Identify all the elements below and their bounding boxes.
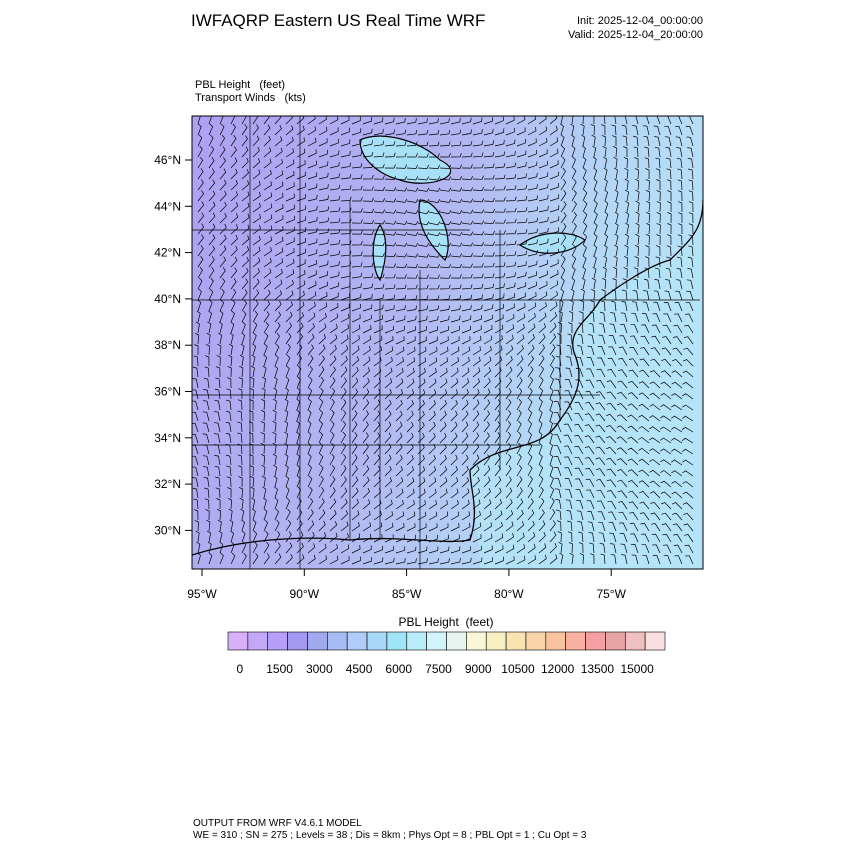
colorbar-label: 9000 [465,662,492,676]
colorbar-label: 13500 [581,662,615,676]
colorbar-box [605,631,626,651]
colorbar-box [227,631,249,651]
init-time: Init: 2025-12-04_00:00:00 [577,15,703,27]
colorbar-box [426,631,447,651]
colorbar-box [485,631,507,651]
lon-label: 90°W [290,587,320,601]
colorbar-label: 4500 [346,662,373,676]
colorbar-box [267,631,288,651]
colorbar-box [585,631,606,651]
lat-label: 36°N [154,385,181,399]
colorbar-label: 15000 [620,662,654,676]
colorbar-label: 10500 [501,662,535,676]
ocean [470,200,703,569]
colorbar-box [565,631,586,651]
lat-label: 32°N [154,477,181,491]
colorbar-box [287,631,308,651]
colorbar-box [624,631,646,651]
lat-label: 40°N [154,292,181,306]
map-area [192,116,703,569]
map-axes: 46°N 44°N 42°N 40°N 38°N 36°N 34°N 32°N 30°N 95°W… [154,153,626,601]
field-label: PBL Height (feet) [195,79,285,91]
colorbar-label: 3000 [306,662,333,676]
footer-line: WE = 310 ; SN = 275 ; Levels = 38 ; Dis … [193,830,587,841]
field-label: Transport Winds (kts) [195,92,306,104]
valid-time: Valid: 2025-12-04_20:00:00 [568,29,703,41]
wind-barbs [192,116,694,565]
colorbar-box [446,631,467,651]
colorbar-box [466,631,487,651]
lat-label: 34°N [154,431,181,445]
lat-label: 38°N [154,338,181,352]
map-frame [191,115,704,570]
title: IWFAQRP Eastern US Real Time WRF [191,11,485,30]
colorbar-label: 6000 [385,662,412,676]
lat-label: 46°N [154,153,181,167]
colorbar-title: PBL Height (feet) [399,615,494,629]
colorbar-label: 0 [237,662,244,676]
lat-label: 44°N [154,199,181,213]
lon-label: 80°W [494,587,524,601]
lakes [359,135,586,282]
colorbar-box [644,631,666,651]
footer-line: OUTPUT FROM WRF V4.6.1 MODEL [193,818,362,829]
colorbar-label: 1500 [266,662,293,676]
lon-label: 85°W [392,587,422,601]
colorbar-box [386,631,408,651]
colorbar-box [406,631,427,651]
colorbar-box [307,631,328,651]
lon-label: 75°W [596,587,626,601]
colorbar-box [366,631,388,651]
colorbar-label: 12000 [541,662,575,676]
colorbar-box [505,631,527,651]
colorbar-box [346,631,368,651]
lon-label: 95°W [187,587,217,601]
colorbar-box [545,631,566,651]
lat-label: 42°N [154,246,181,260]
colorbar-box [525,631,547,651]
colorbar: 0 1500 3000 4500 6000 7500 9000 10500 12000 13500… [227,631,666,676]
lat-label: 30°N [154,523,181,537]
colorbar-box [327,631,348,651]
colorbar-box [247,631,269,651]
colorbar-label: 7500 [425,662,452,676]
